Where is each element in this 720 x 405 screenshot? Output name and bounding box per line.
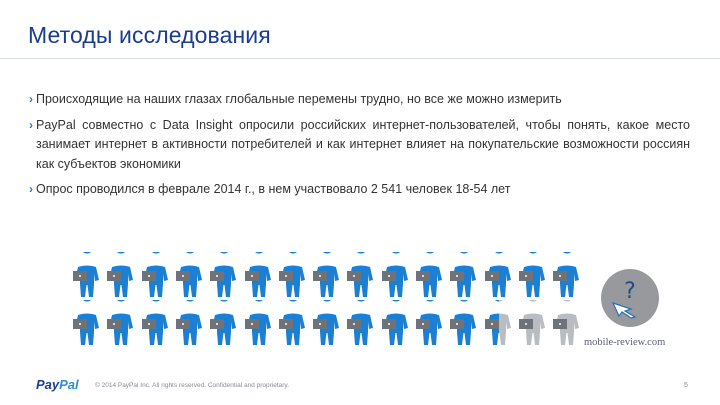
person-icon (106, 300, 136, 346)
person-icon (484, 252, 514, 298)
person-icon (381, 300, 411, 346)
person-icon (518, 252, 548, 298)
person-icon (141, 252, 171, 298)
person-icon (244, 300, 274, 346)
title-divider (0, 58, 720, 59)
person-icon (72, 252, 102, 298)
question-mark-icon: ? (624, 279, 636, 304)
footer: PayPal © 2014 PayPal Inc. All rights res… (0, 376, 720, 396)
bullet-item: › Опрос проводился в феврале 2014 г., в … (29, 180, 690, 200)
person-icon (449, 300, 479, 346)
arrow-icon (611, 301, 637, 319)
watermark-text: mobile-review.com (584, 337, 666, 348)
person-icon (346, 300, 376, 346)
person-icon (175, 252, 205, 298)
survey-people-infographic (72, 252, 582, 348)
person-icon (381, 252, 411, 298)
slide-title: Методы исследования (28, 22, 271, 48)
person-icon (312, 252, 342, 298)
bullet-item: › Происходящие на наших глазах глобальны… (29, 90, 690, 110)
person-icon (278, 252, 308, 298)
person-icon (415, 300, 445, 346)
person-icon (346, 252, 376, 298)
person-icon (72, 300, 102, 346)
person-icon (141, 300, 171, 346)
person-icon (278, 300, 308, 346)
page-number: 5 (684, 382, 688, 389)
person-icon (415, 252, 445, 298)
bullet-text: Происходящие на наших глазах глобальные … (36, 92, 562, 106)
person-icon (449, 252, 479, 298)
person-icon (106, 252, 136, 298)
chevron-right-icon: › (29, 182, 33, 196)
person-icon (484, 300, 514, 346)
person-icon (552, 300, 582, 346)
copyright-text: © 2014 PayPal Inc. All rights reserved. … (95, 382, 289, 389)
chevron-right-icon: › (29, 92, 33, 106)
person-icon (244, 252, 274, 298)
paypal-logo: PayPal (36, 377, 79, 392)
chevron-right-icon: › (29, 117, 33, 132)
person-icon (175, 300, 205, 346)
bullet-list: › Происходящие на наших глазах глобальны… (29, 90, 690, 206)
person-icon (518, 300, 548, 346)
person-icon (552, 252, 582, 298)
person-icon (209, 300, 239, 346)
bullet-text: PayPal совместно с Data Insight опросили… (36, 117, 690, 171)
bullet-text: Опрос проводился в феврале 2014 г., в не… (36, 182, 511, 196)
person-icon (209, 252, 239, 298)
bullet-item: › PayPal совместно с Data Insight опроси… (29, 116, 690, 175)
person-icon (312, 300, 342, 346)
question-badge: ? (601, 269, 659, 327)
